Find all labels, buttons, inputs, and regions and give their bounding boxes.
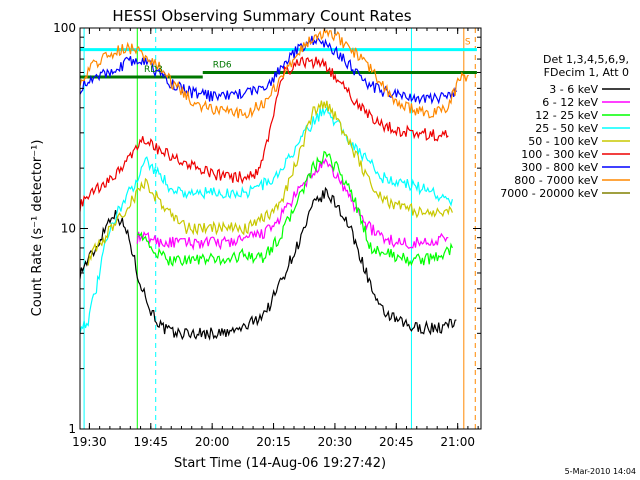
legend-entry-label-0: 3 - 6 keV — [549, 83, 598, 96]
phase-label-1: RD3 — [144, 65, 163, 75]
legend-entry-label-7: 800 - 7000 keV — [514, 174, 598, 187]
phase-levels — [80, 48, 477, 79]
series-line-0 — [80, 186, 457, 341]
series-line-7 — [80, 28, 469, 119]
series-line-6 — [80, 35, 457, 105]
x-tick-label-3: 20:15 — [256, 435, 291, 449]
legend-entry-label-5: 100 - 300 keV — [521, 148, 598, 161]
series-line-3 — [80, 106, 453, 334]
x-tick-label-5: 20:45 — [379, 435, 414, 449]
phase-label-0: S — [465, 38, 471, 48]
y-tick-label-2: 100 — [53, 21, 76, 35]
y-tick-label-0: 1 — [68, 422, 76, 436]
x-tick-label-1: 19:45 — [133, 435, 168, 449]
x-tick-label-6: 21:00 — [440, 435, 475, 449]
x-axis-label: Start Time (14-Aug-06 19:27:42) — [174, 456, 386, 471]
phase-labels: S RD3 RD6 — [144, 38, 471, 75]
x-tick-label-0: 19:30 — [72, 435, 107, 449]
plot-frame — [79, 27, 482, 430]
legend-header-1: FDecim 1, Att 0 — [544, 66, 629, 79]
legend: Det 1,3,4,5,6,9,FDecim 1, Att 0 3 - 6 keV… — [500, 53, 630, 200]
chart-title: HESSI Observing Summary Count Rates — [112, 7, 411, 25]
x-tick-label-4: 20:30 — [318, 435, 353, 449]
plot-area: S RD3 RD6 19:30 19:45 20:00 20:15 20:30 20:45 21… — [53, 21, 482, 449]
series-line-1 — [136, 157, 449, 251]
series-line-2 — [137, 150, 453, 267]
series-layer — [80, 28, 469, 341]
y-tick-label-1: 10 — [61, 222, 76, 236]
x-axis: 19:30 19:45 20:00 20:15 20:30 20:45 21:00 — [72, 28, 479, 449]
legend-entry-label-1: 6 - 12 keV — [542, 96, 598, 109]
vertical-markers — [83, 28, 476, 429]
phase-label-2: RD6 — [213, 60, 232, 70]
legend-entry-label-8: 7000 - 20000 keV — [500, 187, 598, 200]
legend-entry-label-3: 25 - 50 keV — [535, 122, 598, 135]
y-axis: 1 10 100 — [53, 21, 481, 436]
legend-entry-label-2: 12 - 25 keV — [535, 109, 598, 122]
footer-timestamp: 5-Mar-2010 14:04 — [565, 467, 636, 476]
x-tick-label-2: 20:00 — [195, 435, 230, 449]
legend-entry-label-4: 50 - 100 keV — [528, 135, 598, 148]
y-axis-label: Count Rate (s⁻¹ detector⁻¹) — [30, 140, 45, 317]
legend-header-0: Det 1,3,4,5,6,9, — [543, 53, 629, 66]
series-line-4 — [87, 100, 453, 266]
legend-entry-label-6: 300 - 800 keV — [521, 161, 598, 174]
series-line-5 — [80, 56, 449, 212]
